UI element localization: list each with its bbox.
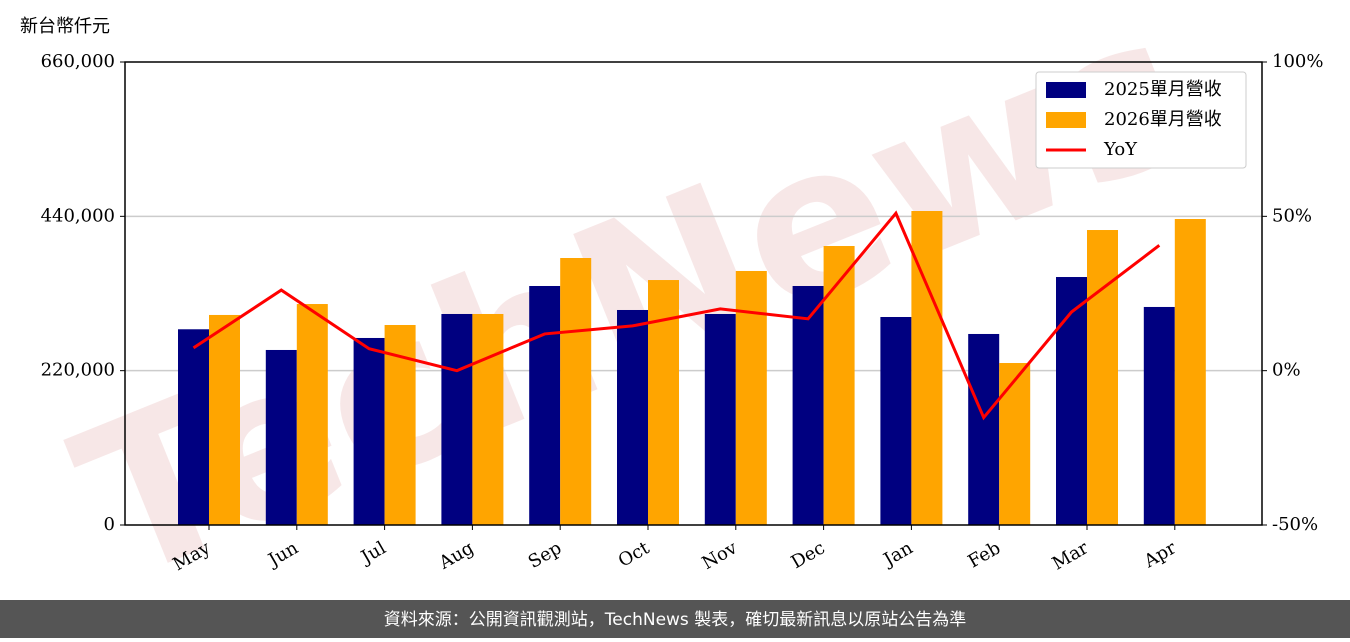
bar: [704, 313, 736, 525]
yoy-line: [192, 210, 1161, 421]
bar: [441, 313, 473, 525]
bar: [529, 285, 561, 525]
bar: [1143, 306, 1175, 525]
bar: [1087, 230, 1118, 525]
legend-swatch: [1046, 112, 1086, 128]
bar: [617, 309, 648, 525]
y-tick-label: 440,000: [41, 205, 115, 226]
bar: [792, 285, 824, 525]
bar: [472, 313, 504, 525]
y2-tick-label: 100%: [1272, 51, 1323, 72]
y-tick-label: 0: [104, 514, 115, 535]
y2-tick-label: 0%: [1272, 360, 1301, 381]
legend-swatch: [1046, 82, 1086, 98]
legend-label: 2025單月營收: [1104, 79, 1222, 100]
bar: [1056, 277, 1087, 525]
footer-text: 資料來源：公開資訊觀測站，TechNews 製表，確切最新訊息以原站公告為準: [384, 610, 966, 630]
bar: [999, 363, 1031, 525]
bar: [560, 258, 592, 525]
legend-label: YoY: [1103, 139, 1138, 160]
legend-label: 2026單月營收: [1104, 109, 1222, 130]
bar: [735, 270, 767, 525]
bar: [296, 304, 328, 525]
y-tick-label: 220,000: [41, 360, 115, 381]
bar: [178, 329, 209, 525]
y2-tick-label: -50%: [1272, 514, 1318, 535]
bar: [265, 349, 297, 525]
plot-frame: [124, 61, 1263, 526]
bar: [353, 337, 385, 525]
bar: [968, 333, 1000, 525]
bar: [1174, 218, 1206, 525]
bar: [880, 317, 912, 525]
bar: [823, 246, 855, 525]
y2-tick-label: 50%: [1272, 205, 1312, 226]
footer-bar: [0, 600, 1350, 638]
y-axis-label: 新台幣仟元: [20, 16, 110, 37]
bar: [209, 314, 240, 525]
legend-box: [1035, 71, 1247, 169]
y-tick-label: 660,000: [41, 51, 115, 72]
